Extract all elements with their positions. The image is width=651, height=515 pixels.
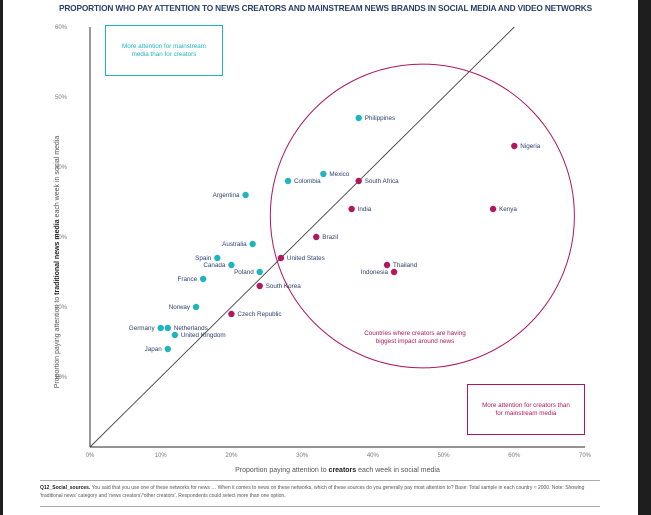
x-axis-title-post: each week in social media	[356, 467, 440, 474]
data-point	[355, 114, 362, 122]
y-axis-title-bold: traditional news media	[54, 219, 61, 295]
y-axis-title-post: each week in social media	[54, 136, 61, 220]
point-label: Kenya	[499, 206, 517, 213]
point-label: Australia	[222, 241, 247, 248]
y-tick-label: 60%	[55, 25, 68, 31]
point-label: Indonesia	[361, 269, 389, 276]
point-label: India	[358, 206, 372, 213]
point-label: Canada	[203, 262, 226, 269]
data-point	[228, 310, 235, 318]
point-label: Argentina	[213, 192, 240, 199]
data-point	[355, 177, 362, 185]
data-point	[164, 345, 171, 353]
point-label: Thailand	[393, 262, 418, 269]
report-page	[3, 0, 638, 515]
point-label: United Kingdom	[181, 332, 226, 339]
chart-title: PROPORTION WHO PAY ATTENTION TO NEWS CRE…	[58, 3, 593, 13]
data-point	[164, 324, 171, 332]
point-label: Nigeria	[520, 143, 540, 150]
highlight-circle	[269, 63, 575, 369]
data-point	[242, 191, 249, 199]
point-label: Spain	[195, 255, 212, 262]
point-label: Norway	[169, 304, 191, 311]
point-label: Philippines	[365, 115, 395, 122]
data-point	[214, 254, 221, 262]
y-axis-title: Proportion paying attention to tradition…	[54, 136, 61, 389]
circle-annotation: Countries where creators are having bigg…	[364, 330, 466, 345]
tick-labels: 0% 10% 20% 30% 40% 50% 60% 70% 10% 20% 30% 40% 50% 60…	[55, 25, 592, 459]
mainstream-annotation-text: More attention for mainstream media than…	[122, 42, 206, 58]
y-tick-label: 30%	[55, 235, 68, 241]
data-point	[313, 233, 320, 241]
footnote-text: You said that you use one of these netwo…	[40, 485, 585, 499]
data-point	[390, 268, 398, 276]
data-point	[320, 170, 327, 178]
x-tick-label: 0%	[86, 453, 95, 459]
data-point	[511, 142, 518, 150]
point-label: France	[178, 276, 198, 283]
point-label: Colombia	[294, 178, 321, 185]
data-point	[157, 324, 164, 332]
data-point	[489, 205, 497, 213]
mainstream-annotation-box: More attention for mainstream media than…	[105, 25, 223, 76]
creators-annotation-box: More attention for creators than for mai…	[467, 384, 585, 435]
point-label: Brazil	[322, 234, 338, 241]
data-point	[228, 261, 235, 269]
x-tick-label: 10%	[155, 453, 168, 459]
y-tick-label: 40%	[55, 165, 68, 171]
x-axis-title: Proportion paying attention to creators …	[235, 467, 440, 474]
x-tick-label: 20%	[225, 453, 238, 459]
point-label: South Korea	[266, 283, 302, 290]
data-point	[277, 254, 285, 262]
y-tick-label: 20%	[55, 305, 68, 311]
point-label: Japan	[145, 346, 163, 353]
footnote-code: Q12_Social_sources.	[40, 485, 91, 491]
creators-annotation-text: More attention for creators than for mai…	[482, 401, 570, 417]
data-point	[192, 303, 200, 311]
x-tick-label: 30%	[296, 453, 309, 459]
point-label: South Africa	[365, 178, 399, 185]
x-tick-label: 60%	[508, 453, 521, 459]
data-point	[256, 268, 263, 276]
point-label: Czech Republic	[237, 311, 281, 318]
footnote: Q12_Social_sources. You said that you us…	[40, 480, 600, 507]
data-points: Philippines Nigeria Mexico Colombia South Af…	[129, 114, 541, 353]
data-point	[383, 261, 391, 269]
data-point	[199, 275, 207, 283]
x-axis-title-bold: creators	[329, 467, 357, 474]
x-tick-label: 40%	[367, 453, 380, 459]
point-label: Germany	[129, 325, 156, 332]
data-point	[249, 240, 256, 248]
data-point	[171, 331, 179, 339]
x-axis-title-pre: Proportion paying attention to	[235, 467, 328, 474]
y-axis-title-pre: Proportion paying attention to	[54, 295, 61, 388]
data-point	[348, 205, 355, 213]
x-tick-label: 70%	[579, 453, 592, 459]
point-label: Netherlands	[174, 325, 208, 332]
y-tick-label: 10%	[55, 375, 68, 381]
point-label: United States	[287, 255, 325, 262]
data-point	[284, 177, 292, 185]
point-label: Mexico	[329, 171, 349, 178]
y-tick-label: 50%	[55, 95, 68, 101]
x-tick-label: 50%	[438, 453, 451, 459]
parity-line	[89, 26, 515, 448]
point-label: Poland	[234, 269, 254, 276]
data-point	[256, 282, 263, 290]
